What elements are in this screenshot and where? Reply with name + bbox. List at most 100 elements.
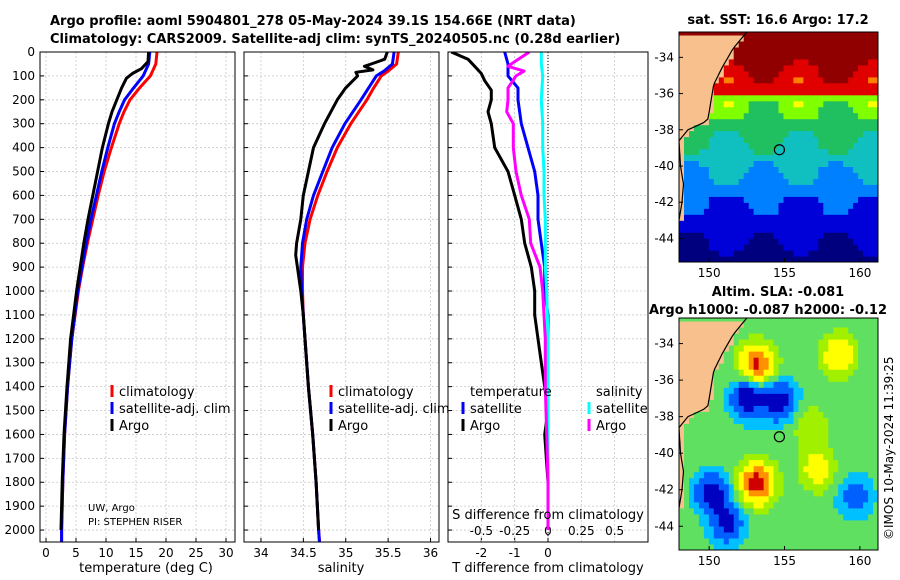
sst_map-cell <box>798 124 804 132</box>
sla_map-cell <box>788 519 795 527</box>
sst_map-cell <box>713 32 720 36</box>
sst_map-cell <box>848 250 854 257</box>
sla_map-cell <box>853 519 859 527</box>
sst_map-cell <box>684 46 690 54</box>
sla_map-cell <box>689 519 695 527</box>
depth-tick-label: 1000 <box>4 284 35 298</box>
sla_map-cell <box>773 477 780 485</box>
sla_map-cell <box>828 507 834 515</box>
sla_map-cell <box>708 320 715 328</box>
sst_map-cell <box>693 154 700 161</box>
sla_map-cell <box>748 525 755 533</box>
sst_map-cell <box>778 32 785 36</box>
sla_map-cell <box>803 435 809 443</box>
sst_map-cell <box>733 112 740 120</box>
sla_map-cell <box>733 357 740 364</box>
sla_map-cell <box>698 357 705 364</box>
sla_map-cell <box>748 513 755 521</box>
sla_map-cell <box>838 351 844 358</box>
sst_map-cell <box>778 88 785 96</box>
sst_map-cell <box>873 34 878 42</box>
sla_map-cell <box>823 327 829 334</box>
sla_map-cell <box>763 447 770 455</box>
sla_map-cell <box>753 320 760 328</box>
sst_map-cell <box>763 196 770 203</box>
sla_map-cell <box>713 399 720 406</box>
sst_map-cell <box>833 226 839 233</box>
sla_map-cell <box>733 477 740 485</box>
sla_map-cell <box>718 405 725 412</box>
sst_map-cell <box>803 58 809 66</box>
sst_map-cell <box>788 256 795 262</box>
sla_map-cell <box>748 465 755 473</box>
sla_map-cell <box>793 483 799 491</box>
sst_map-cell <box>793 52 799 60</box>
sla_map-cell <box>773 525 780 533</box>
sst_map-cell <box>788 190 795 197</box>
sst_map-cell <box>778 58 785 66</box>
sst_map-cell <box>763 34 770 42</box>
sla_map-cell <box>783 501 790 509</box>
sla_map-cell <box>684 519 690 527</box>
sst_map-cell <box>698 76 705 84</box>
sst_map-cell <box>808 196 814 203</box>
sla_map-cell <box>693 399 700 406</box>
sst_map-cell <box>798 118 804 126</box>
sst_map-cell <box>738 202 745 209</box>
sst_map-cell <box>753 166 760 173</box>
sst_map-cell <box>689 130 695 138</box>
sst_map-cell <box>798 250 804 257</box>
sst_map-cell <box>728 250 735 257</box>
sst_map-cell <box>733 142 740 150</box>
sst_map-cell <box>738 178 745 185</box>
sla_map-cell <box>873 531 878 539</box>
sla_map-cell <box>738 381 745 388</box>
sla_map-cell <box>693 471 700 479</box>
sst_map-cell <box>698 220 705 227</box>
sst_map-cell <box>788 220 795 227</box>
sla_map-cell <box>679 519 685 527</box>
sst_map-cell <box>773 232 780 239</box>
sst_map-cell <box>768 178 775 185</box>
sla_map-cell <box>863 495 869 503</box>
sst_map-cell <box>868 208 874 215</box>
sla_map-cell <box>758 333 765 340</box>
sla_map-cell <box>838 544 844 550</box>
sst_map-cell <box>738 106 745 114</box>
sla_map-cell <box>768 489 775 497</box>
sla_map-cell <box>833 537 839 545</box>
sla_map-cell <box>838 393 844 400</box>
sla_map-cell <box>788 513 795 521</box>
sst_map-cell <box>793 58 799 66</box>
sla_map-cell <box>833 327 839 334</box>
sst_map-cell <box>803 256 809 262</box>
sla_map-cell <box>679 544 685 550</box>
sst_map-cell <box>768 154 775 161</box>
sst_map-cell <box>843 142 849 150</box>
sla_map-cell <box>808 411 814 418</box>
sst_map-cell <box>813 70 819 78</box>
sst_map-cell <box>783 40 790 48</box>
sst_map-cell <box>698 172 705 179</box>
sst_map-cell <box>718 88 725 96</box>
sla_map-cell <box>868 429 874 436</box>
sst_map-cell <box>703 172 710 179</box>
sst_map-cell <box>808 136 814 144</box>
sla_map-cell <box>708 327 715 334</box>
sla_map-cell <box>868 393 874 400</box>
sla_map-cell <box>798 393 804 400</box>
sst_map-cell <box>758 124 765 132</box>
sst_map-cell <box>768 238 775 245</box>
sla_map-cell <box>768 519 775 527</box>
sst_map-cell <box>723 106 730 114</box>
sla_map-cell <box>788 453 795 461</box>
sst_map-cell <box>738 46 745 54</box>
sla_map-cell <box>728 327 735 334</box>
sla_map-cell <box>698 447 705 455</box>
sla_map-cell <box>838 320 844 328</box>
sla_map-cell <box>763 507 770 515</box>
sst_map-cell <box>753 220 760 227</box>
sst_map-cell <box>768 100 775 108</box>
sst_map-cell <box>723 124 730 132</box>
sla_map-cell <box>838 489 844 497</box>
